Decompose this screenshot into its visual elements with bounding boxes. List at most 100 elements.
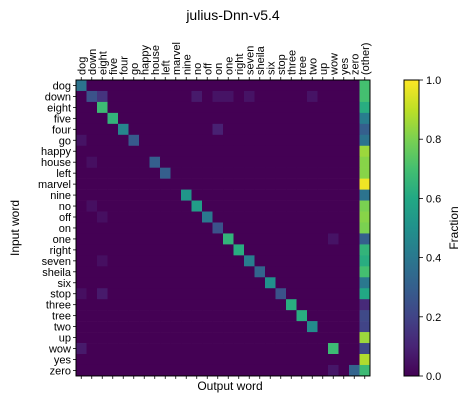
heatmap-cell xyxy=(328,255,339,267)
heatmap-cell xyxy=(170,200,182,212)
heatmap-cell xyxy=(107,354,119,366)
heatmap-cell xyxy=(338,112,350,125)
heatmap-cell xyxy=(254,354,266,366)
heatmap-cell xyxy=(139,321,150,333)
heatmap-cell xyxy=(139,354,150,366)
heatmap-cell xyxy=(128,321,140,333)
heatmap-cell xyxy=(233,233,245,245)
heatmap-cell xyxy=(265,189,276,201)
heatmap-cell xyxy=(338,145,350,158)
heatmap-cell xyxy=(307,112,318,125)
heatmap-cell xyxy=(307,80,318,92)
heatmap-cell xyxy=(296,123,308,136)
heatmap-cell xyxy=(107,332,119,344)
heatmap-cell xyxy=(212,233,224,245)
heatmap-cell xyxy=(317,332,329,344)
y-tick-label: six xyxy=(58,278,72,290)
heatmap-cell xyxy=(149,145,161,158)
heatmap-cell xyxy=(212,101,224,114)
heatmap-cell xyxy=(359,156,371,168)
y-tick-labels: dogdowneightfivefourgohappyhouseleftmarv… xyxy=(38,80,76,377)
heatmap-cell xyxy=(170,178,182,190)
heatmap-cell xyxy=(76,200,87,212)
heatmap-cell xyxy=(286,321,297,333)
heatmap-cell xyxy=(181,200,192,212)
heatmap-cell xyxy=(317,101,329,114)
heatmap-cell xyxy=(317,145,329,158)
heatmap-cell xyxy=(107,255,119,267)
x-tick-label: no xyxy=(192,63,204,75)
heatmap-cell xyxy=(107,233,119,245)
heatmap-cell xyxy=(244,167,255,179)
heatmap-cell xyxy=(97,255,108,267)
heatmap-cell xyxy=(181,233,192,245)
heatmap-cell xyxy=(97,354,108,366)
heatmap-cell xyxy=(170,167,182,179)
heatmap-cell xyxy=(254,145,266,158)
heatmap-cell xyxy=(265,211,276,223)
heatmap-cell xyxy=(265,167,276,179)
heatmap-cell xyxy=(265,112,276,125)
heatmap-cell xyxy=(296,266,308,278)
y-tick-label: sheila xyxy=(42,267,72,279)
heatmap-cell xyxy=(254,321,266,333)
x-tick-labels: dogdowneightfivefourgohappyhouseleftmarv… xyxy=(76,42,372,379)
heatmap-cell xyxy=(223,233,234,245)
heatmap-cell xyxy=(181,222,192,234)
heatmap-cell xyxy=(191,167,203,179)
heatmap-cell xyxy=(170,145,182,158)
heatmap-cell xyxy=(86,167,98,179)
heatmap-cell xyxy=(97,310,108,322)
heatmap-cell xyxy=(307,288,318,300)
heatmap-cell xyxy=(265,200,276,212)
heatmap-cell xyxy=(275,80,287,92)
heatmap-cell xyxy=(317,156,329,168)
heatmap-cell xyxy=(149,310,161,322)
y-tick-label: nine xyxy=(50,190,71,202)
heatmap-cell xyxy=(349,310,360,322)
heatmap-cell xyxy=(349,90,360,103)
heatmap-cell xyxy=(160,178,171,190)
heatmap-cell xyxy=(338,255,350,267)
heatmap-cell xyxy=(233,178,245,190)
heatmap-cell xyxy=(233,112,245,125)
heatmap-cell xyxy=(128,233,140,245)
heatmap-cell xyxy=(254,332,266,344)
heatmap-cell xyxy=(191,332,203,344)
heatmap-cell xyxy=(160,288,171,300)
heatmap-cell xyxy=(328,167,339,179)
x-tick-label: yes xyxy=(339,57,351,75)
y-tick-label: off xyxy=(59,212,72,224)
heatmap-cell xyxy=(97,299,108,311)
heatmap-cell xyxy=(328,364,339,377)
heatmap-cell xyxy=(349,211,360,223)
heatmap-cell xyxy=(349,244,360,256)
heatmap-cell xyxy=(296,200,308,212)
heatmap-cell xyxy=(118,156,129,168)
heatmap-cell xyxy=(338,299,350,311)
y-tick-label: dog xyxy=(53,80,71,92)
heatmap-cell xyxy=(286,90,297,103)
heatmap-cell xyxy=(275,255,287,267)
heatmap-cell xyxy=(296,90,308,103)
heatmap-cell xyxy=(212,112,224,125)
heatmap-cell xyxy=(275,178,287,190)
heatmap-cell xyxy=(233,167,245,179)
heatmap-cell xyxy=(160,145,171,158)
heatmap-cell xyxy=(254,244,266,256)
heatmap-cell xyxy=(107,80,119,92)
heatmap-cell xyxy=(139,134,150,147)
heatmap-cell xyxy=(244,211,255,223)
heatmap-cell xyxy=(128,123,140,136)
heatmap-cell xyxy=(191,156,203,168)
heatmap-cell xyxy=(170,112,182,125)
heatmap-cell xyxy=(328,101,339,114)
heatmap-cell xyxy=(212,332,224,344)
heatmap-cell xyxy=(212,255,224,267)
heatmap-cell xyxy=(296,80,308,92)
heatmap-cell xyxy=(317,354,329,366)
heatmap-cell xyxy=(118,211,129,223)
heatmap-cell xyxy=(275,211,287,223)
heatmap-cell xyxy=(181,145,192,158)
heatmap-cell xyxy=(317,299,329,311)
